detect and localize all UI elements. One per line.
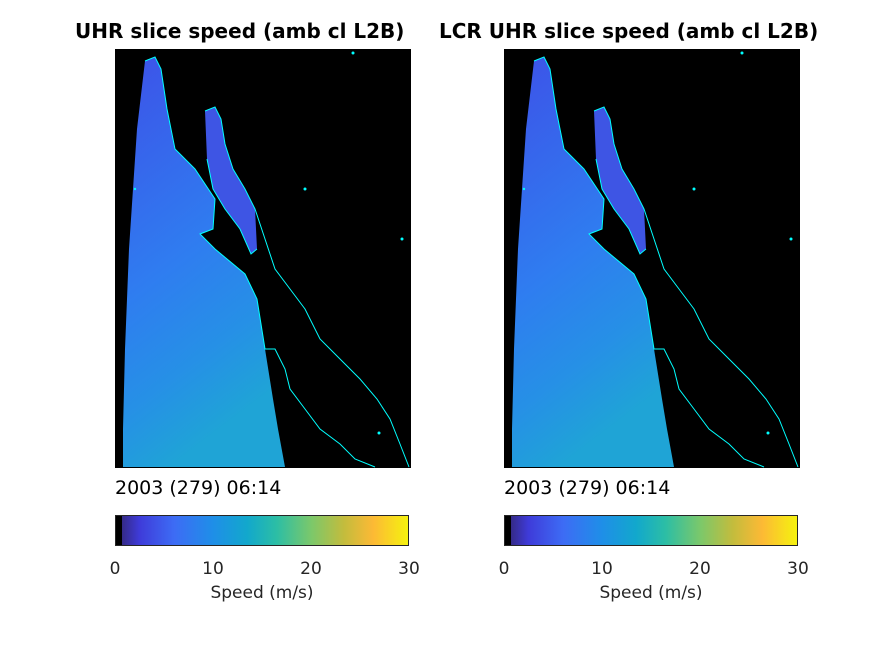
colorbar-tick: 20	[300, 559, 322, 579]
colorbar-tick: 30	[398, 559, 420, 579]
colorbar-tick: 10	[591, 559, 613, 579]
colorbar-label: Speed (m/s)	[210, 583, 314, 603]
colorbar-tick: 0	[109, 559, 121, 579]
date-label: 2003 (279) 06:14	[115, 477, 282, 499]
gulf-swath	[205, 107, 257, 254]
colorbar-tick: 20	[689, 559, 711, 579]
coastline	[204, 106, 410, 468]
coastline	[593, 106, 799, 468]
colorbar	[504, 515, 798, 546]
coastline	[595, 158, 647, 255]
speed-map	[504, 49, 800, 468]
ocean-swath	[512, 57, 674, 467]
colorbar-tick: 10	[202, 559, 224, 579]
panel-right: LCR UHR slice speed (amb cl L2B) 20 0	[439, 0, 834, 663]
gulf-swath	[594, 107, 646, 254]
colorbar-tick: 30	[787, 559, 809, 579]
colorbar	[115, 515, 409, 546]
speed-map	[115, 49, 411, 468]
plot-title: UHR slice speed (amb cl L2B)	[75, 19, 405, 43]
coastline	[144, 56, 376, 468]
plot-title: LCR UHR slice speed (amb cl L2B)	[439, 19, 819, 43]
colorbar-tick: 0	[498, 559, 510, 579]
coastline	[533, 56, 765, 468]
colorbar-label: Speed (m/s)	[599, 583, 703, 603]
ocean-swath	[123, 57, 285, 467]
coastline	[206, 158, 258, 255]
panel-left: UHR slice speed (amb cl L2B) 2003 (2	[75, 0, 445, 663]
date-label: 2003 (279) 06:14	[504, 477, 671, 499]
